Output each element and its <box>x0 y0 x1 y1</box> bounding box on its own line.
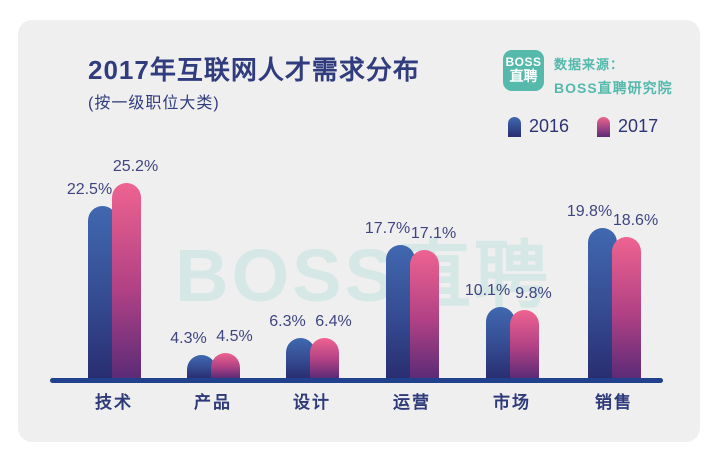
bar-value-label: 6.4% <box>315 313 352 330</box>
x-axis-label-市场: 市场 <box>493 393 531 412</box>
bar-2017-销售 <box>612 237 641 378</box>
legend-label-2017: 2017 <box>618 116 659 136</box>
bar-value-label: 9.8% <box>515 285 552 302</box>
bar-value-label: 4.5% <box>216 328 253 345</box>
bar-2017-设计 <box>310 338 339 378</box>
bar-2016-产品 <box>187 355 216 378</box>
legend-label-2016: 2016 <box>529 116 570 136</box>
legend-marker-2016-icon <box>508 116 521 137</box>
data-source-line2: BOSS直聘研究院 <box>554 80 673 96</box>
bar-value-label: 10.1% <box>464 282 511 299</box>
bar-value-label: 19.8% <box>566 203 613 220</box>
chart-card: BOSS直聘 2017年互联网人才需求分布 (按一级职位大类) BOSS 直聘 … <box>18 20 700 442</box>
bar-2017-运营 <box>410 250 439 378</box>
watermark: BOSS直聘 <box>175 234 551 317</box>
bar-2017-市场 <box>510 310 539 378</box>
bar-value-label: 6.3% <box>269 313 306 330</box>
x-axis-label-销售: 销售 <box>595 393 633 412</box>
legend-marker-2017-icon <box>597 116 611 137</box>
data-source-line1: 数据来源： <box>554 57 625 72</box>
logo-text-zhipin: 直聘 <box>509 68 538 85</box>
bar-value-label: 17.7% <box>364 220 411 237</box>
bar-2017-技术 <box>112 183 141 378</box>
x-axis-label-产品: 产品 <box>194 393 232 412</box>
bar-value-label: 18.6% <box>612 212 659 229</box>
plot-area: 22.5% 4.3% 6.3% 17.7% 10.1% 19.8% 25.2% 4.5% 6.4… <box>18 20 700 442</box>
bar-value-label: 25.2% <box>112 158 159 175</box>
bar-value-label: 17.1% <box>410 225 457 242</box>
chart-title: 2017年互联网人才需求分布 <box>88 55 420 85</box>
bar-value-label: 4.3% <box>170 330 207 347</box>
bar-value-label: 22.5% <box>66 181 113 198</box>
logo-text-boss: BOSS <box>505 55 542 70</box>
legend-item-2017: 2017 <box>597 116 658 137</box>
legend: 2016 2017 <box>508 116 658 137</box>
x-axis-label-设计: 设计 <box>293 393 331 412</box>
data-source: 数据来源： BOSS直聘研究院 <box>554 54 673 98</box>
x-axis-label-技术: 技术 <box>95 393 133 412</box>
x-axis-label-运营: 运营 <box>393 393 431 412</box>
chart-subtitle: (按一级职位大类) <box>88 95 220 112</box>
boss-zhipin-logo: BOSS 直聘 <box>503 50 544 91</box>
legend-item-2016: 2016 <box>508 116 569 137</box>
x-axis-line <box>50 378 663 383</box>
bar-2017-产品 <box>211 353 240 378</box>
